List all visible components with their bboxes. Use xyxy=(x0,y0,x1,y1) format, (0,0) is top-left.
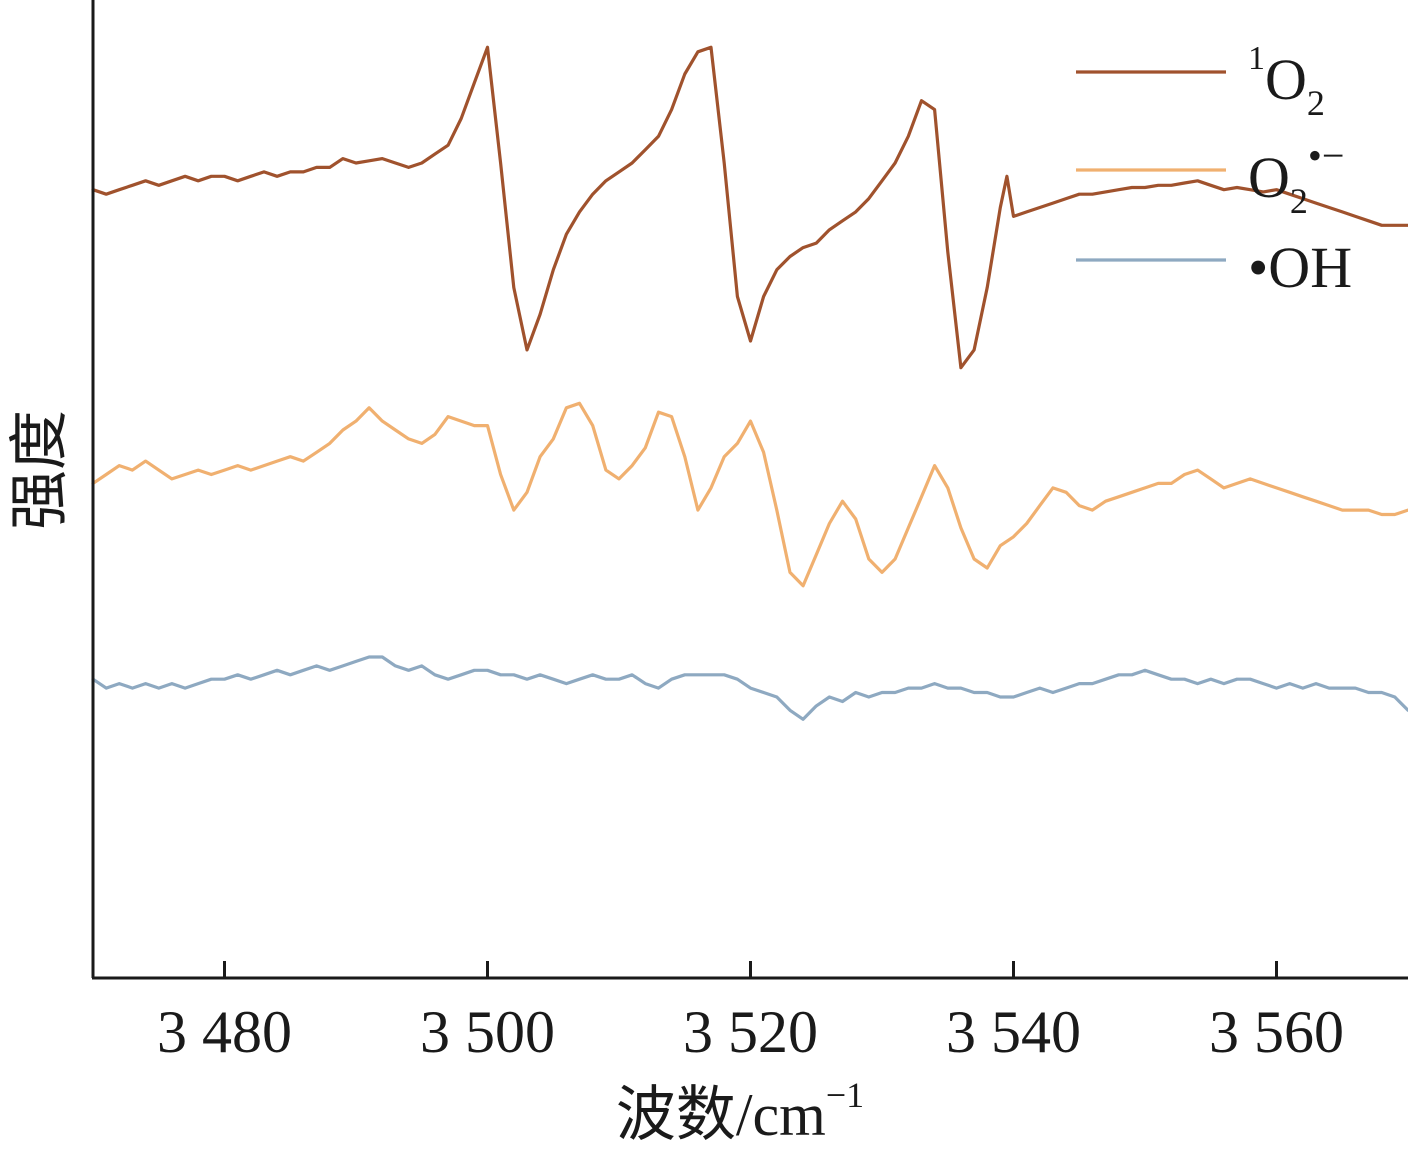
series-line-superoxide xyxy=(91,401,1408,588)
legend-main: O xyxy=(1265,47,1307,112)
x-tick-label: 3 560 xyxy=(1209,999,1344,1065)
legend-main: O xyxy=(1248,145,1290,210)
legend-pre-sup: 1 xyxy=(1248,40,1265,77)
legend-sub: 2 xyxy=(1307,83,1325,123)
x-tick-label: 3 520 xyxy=(683,999,818,1065)
series-layer xyxy=(91,45,1408,721)
x-axis-label-sup: −1 xyxy=(826,1075,864,1115)
x-tick-label: 3 540 xyxy=(946,999,1081,1065)
legend-sub: 2 xyxy=(1290,181,1308,221)
legend-main: •OH xyxy=(1248,235,1352,300)
series-line-hydroxyl xyxy=(91,655,1408,721)
x-axis-label: 波数/cm−1 xyxy=(616,1075,864,1148)
x-ticks: 3 480 3 500 3 520 3 540 3 560 xyxy=(157,961,1344,1065)
x-tick-label: 3 500 xyxy=(420,999,555,1065)
legend-label-singlet_oxygen: 1O2 xyxy=(1248,40,1325,123)
x-axis-label-main: 波数/cm xyxy=(616,1082,826,1148)
legend-post-sup: •− xyxy=(1308,133,1345,178)
y-axis-label: 强度 xyxy=(7,410,73,530)
legend-label-hydroxyl: •OH xyxy=(1248,235,1352,300)
series-line-singlet_oxygen xyxy=(91,45,1408,370)
x-tick-label: 3 480 xyxy=(157,999,292,1065)
legend-label-superoxide: O2•− xyxy=(1248,133,1344,221)
